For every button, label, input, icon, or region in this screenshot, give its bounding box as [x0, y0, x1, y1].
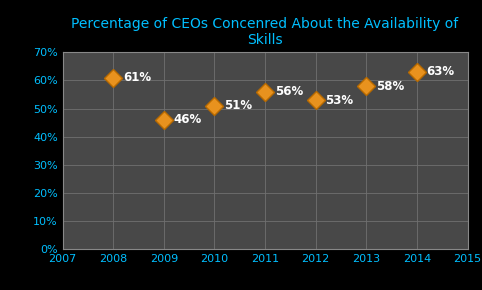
Text: 51%: 51%	[224, 99, 253, 112]
Title: Percentage of CEOs Concenred About the Availability of
Skills: Percentage of CEOs Concenred About the A…	[71, 17, 459, 47]
Text: 61%: 61%	[123, 71, 151, 84]
Text: 46%: 46%	[174, 113, 202, 126]
Text: 58%: 58%	[376, 79, 404, 93]
Text: 63%: 63%	[427, 66, 455, 78]
Text: 53%: 53%	[325, 94, 354, 107]
Text: 56%: 56%	[275, 85, 303, 98]
